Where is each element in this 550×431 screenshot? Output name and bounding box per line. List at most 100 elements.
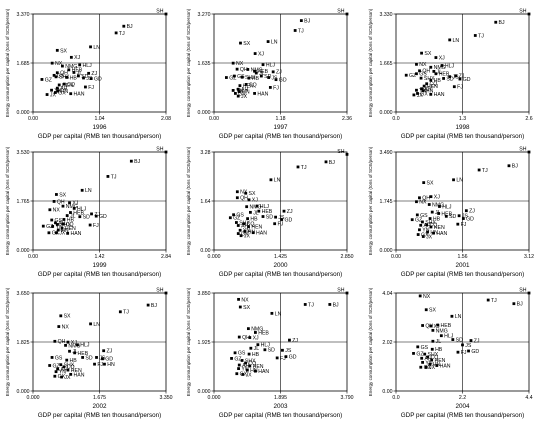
point-label: JS — [86, 76, 93, 82]
point-label: QH — [422, 196, 430, 202]
x-tick-label: 0.0 — [392, 116, 399, 122]
data-point-gs — [50, 218, 54, 222]
point-label: HLJ — [77, 206, 87, 212]
data-point-hen — [60, 226, 64, 230]
data-point-bj — [328, 303, 332, 306]
y-axis-label: Energy consumption per capital (tons of … — [5, 287, 10, 396]
data-point-jl — [65, 214, 69, 217]
point-label: AH — [60, 86, 67, 92]
point-label: JX — [241, 94, 248, 100]
point-label: YN — [55, 224, 62, 230]
point-label: FJ — [461, 222, 467, 228]
point-label: SHX — [64, 363, 75, 369]
point-label: CQ — [247, 222, 255, 228]
data-point-sx — [55, 193, 58, 196]
data-point-tj — [106, 175, 110, 178]
point-label: GD — [94, 76, 102, 82]
point-label: TJ — [308, 302, 314, 308]
point-label: GZ — [52, 363, 59, 369]
data-point-ln — [89, 322, 92, 326]
point-label: JX — [426, 234, 433, 240]
point-label: HEB — [441, 211, 452, 217]
data-point-han — [69, 92, 73, 96]
x-axis-label: GDP per capital (RMB ten thousand/person… — [219, 412, 342, 419]
data-point-jx — [421, 235, 425, 238]
data-point-hn — [56, 89, 60, 93]
point-label: TJ — [298, 28, 304, 34]
data-point-jx — [55, 231, 58, 235]
point-label: XJ — [253, 335, 259, 341]
data-point-zj — [288, 338, 291, 342]
point-label: SX — [429, 308, 436, 314]
data-point-yn — [415, 88, 418, 92]
point-label: HEB — [258, 330, 269, 336]
data-point-nx — [415, 62, 418, 66]
point-label: HEN — [434, 225, 445, 231]
point-label: HEB — [262, 209, 273, 215]
data-point-hlj — [438, 205, 441, 208]
data-point-yn — [237, 367, 240, 370]
point-label: TJ — [482, 168, 488, 174]
point-label: XJ — [439, 55, 445, 61]
y-tick-label: 3.850 — [198, 291, 211, 297]
data-point-cq — [242, 222, 246, 226]
data-point-han — [66, 231, 70, 235]
x-axis-label: GDP per capital (RMB ten thousand/person… — [38, 133, 161, 140]
point-label: SHX — [428, 352, 439, 358]
data-point-zj — [464, 209, 468, 213]
y-tick-label: 0.000 — [17, 248, 30, 254]
point-label: SX — [243, 305, 250, 311]
data-point-shx — [419, 76, 423, 80]
data-point-gd — [94, 214, 98, 218]
data-point-ah — [236, 87, 240, 91]
point-label: FJ — [461, 350, 467, 356]
point-label: BJ — [304, 18, 310, 24]
data-point-sx — [238, 305, 242, 309]
x-axis-label: GDP per capital (RMB ten thousand/person… — [401, 133, 524, 140]
y-tick-label: 1.665 — [380, 61, 393, 67]
data-point-heb — [434, 72, 438, 76]
x-tick-label: 0.00 — [28, 116, 38, 122]
x-tick-label: 4.4 — [525, 395, 532, 401]
point-label: SD — [449, 214, 456, 220]
point-label: JL — [70, 213, 76, 219]
data-point-gx — [234, 92, 237, 95]
point-label: HAN — [74, 372, 85, 378]
point-label: GS — [55, 355, 63, 361]
data-point-ln — [269, 178, 273, 182]
data-point-xj — [68, 201, 71, 205]
data-point-fj — [456, 222, 460, 226]
point-label: SHX — [245, 75, 256, 81]
point-label: ZJ — [459, 74, 465, 80]
point-label: HEB — [439, 72, 450, 78]
point-label: SH — [519, 8, 526, 14]
point-label: XJ — [434, 324, 440, 330]
data-point-tj — [296, 165, 300, 169]
point-label: GZ — [409, 73, 416, 79]
data-point-cq — [244, 361, 247, 365]
data-point-gx — [47, 231, 51, 235]
point-label: JX — [417, 93, 424, 99]
data-point-hb — [246, 217, 249, 221]
point-label: SHX — [245, 358, 256, 364]
point-label: GX — [238, 91, 246, 97]
data-point-shx — [55, 223, 59, 226]
data-point-sh — [345, 12, 349, 16]
data-point-sd — [263, 348, 267, 352]
y-tick-label: 1.745 — [380, 199, 393, 205]
data-point-cq — [425, 223, 429, 227]
point-label: GS — [421, 345, 429, 351]
data-point-hb — [62, 218, 66, 221]
data-point-jl — [432, 69, 436, 73]
point-label: HEB — [72, 68, 83, 74]
point-label: SH — [156, 8, 163, 14]
y-tick-label: 0.000 — [198, 389, 211, 395]
point-label: HB — [70, 358, 78, 364]
data-point-gz — [404, 73, 408, 77]
data-point-hen — [430, 358, 434, 362]
point-label: HB — [434, 78, 442, 84]
data-point-xj — [248, 336, 252, 339]
data-point-sx — [239, 41, 242, 45]
scatter-panel-1999: 0.00 1.42 2.84 0.000 1.765 3.530 1999 GDP per c… — [5, 146, 171, 278]
data-point-hlj — [76, 343, 79, 347]
